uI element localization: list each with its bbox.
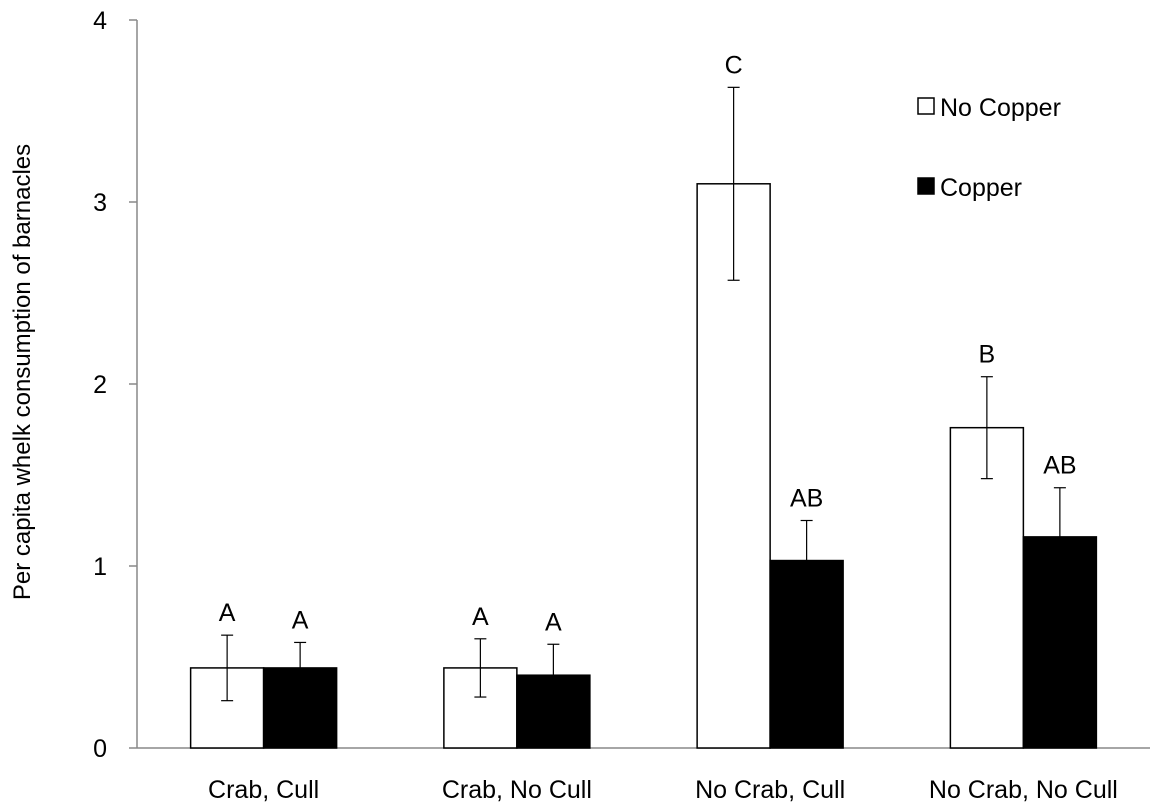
significance-letters: A A A A C AB B AB [219, 51, 1077, 636]
y-axis-label: Per capita whelk consumption of barnacle… [9, 144, 36, 600]
y-tick-label: 1 [93, 553, 107, 581]
legend-swatch-no-copper [917, 97, 935, 115]
error-bars [221, 86, 1066, 707]
x-tick-label-no-crab-no-cull: No Crab, No Cull [929, 776, 1118, 804]
bars [189, 183, 1098, 749]
x-tick-label-crab-no-cull: Crab, No Cull [442, 776, 592, 804]
bar-copper-no-crab-no-cull [1022, 536, 1098, 749]
y-ticks: 0 1 2 3 4 [93, 7, 137, 763]
legend-label-no-copper: No Copper [940, 94, 1061, 122]
x-tick-label-no-crab-cull: No Crab, Cull [695, 776, 845, 804]
y-tick-label: 0 [93, 735, 107, 763]
significance-letter-copper-no-crab-cull: AB [790, 485, 823, 513]
significance-letter-no-copper-crab-no-cull: A [472, 603, 489, 631]
y-tick-label: 3 [93, 189, 107, 217]
x-tick-labels: Crab, Cull Crab, No Cull No Crab, Cull No C… [208, 776, 1118, 804]
significance-letter-no-copper-no-crab-cull: C [725, 51, 743, 79]
legend-swatch-copper [917, 177, 935, 195]
legend: No Copper Copper [917, 94, 1061, 202]
significance-letter-copper-crab-no-cull: A [545, 608, 562, 636]
significance-letter-no-copper-no-crab-no-cull: B [979, 341, 996, 369]
significance-letter-copper-no-crab-no-cull: AB [1043, 452, 1076, 480]
significance-letter-copper-crab-cull: A [292, 606, 309, 634]
significance-letter-no-copper-crab-cull: A [219, 599, 236, 627]
x-tick-label-crab-cull: Crab, Cull [208, 776, 319, 804]
y-tick-label: 2 [93, 371, 107, 399]
legend-label-copper: Copper [940, 174, 1022, 202]
y-tick-label: 4 [93, 7, 107, 35]
